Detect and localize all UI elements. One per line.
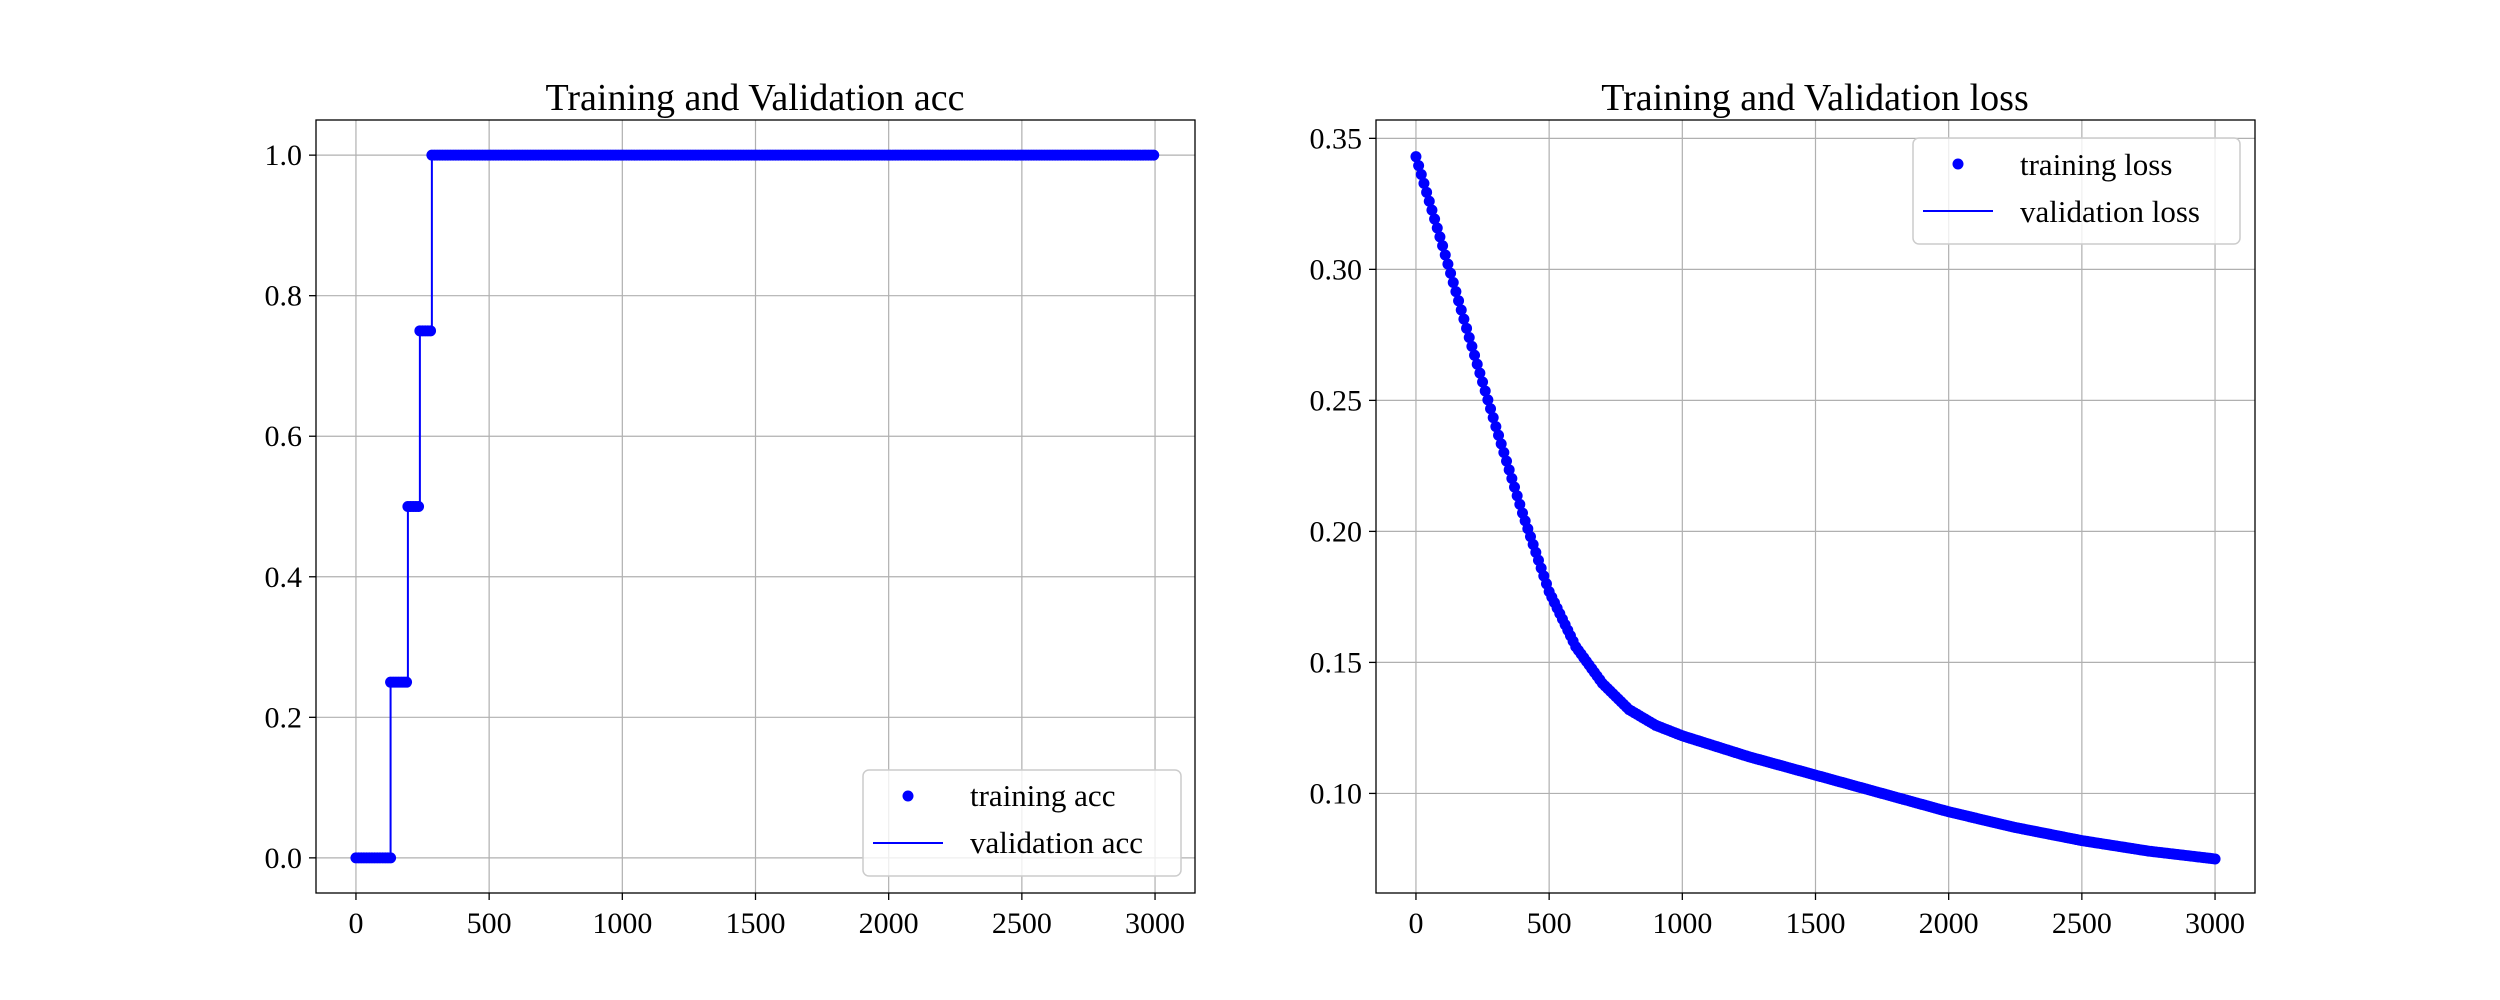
legend-dot-marker bbox=[1952, 158, 1964, 170]
legend-label-validation-loss: validation loss bbox=[2020, 194, 2200, 229]
y-tick-label: 0.10 bbox=[1310, 777, 1363, 810]
series-line-validation-loss bbox=[1414, 156, 2216, 860]
y-tick-label: 0.2 bbox=[265, 701, 303, 734]
legend-dot-marker bbox=[902, 790, 914, 802]
x-tick-label: 3000 bbox=[1125, 907, 1185, 940]
x-tick-label: 0 bbox=[348, 907, 363, 940]
series-line-validation-acc bbox=[355, 154, 1156, 859]
x-tick-label: 2500 bbox=[992, 907, 1052, 940]
x-tick-label: 0 bbox=[1408, 907, 1423, 940]
y-tick-label: 0.8 bbox=[265, 280, 303, 313]
legend-box bbox=[862, 769, 1182, 877]
y-tick-label: 1.0 bbox=[265, 139, 303, 172]
legend-label-validation-acc: validation acc bbox=[970, 825, 1143, 860]
x-tick-label: 500 bbox=[1527, 907, 1572, 940]
accuracy-chart-ticks: 0 500 1000 1500 2000 2500 3000 0.0 0.2 0.4 0.6 0.8 1… bbox=[265, 139, 1186, 940]
legend-box bbox=[1912, 137, 2241, 245]
x-tick-label: 2000 bbox=[859, 907, 919, 940]
x-tick-label: 1000 bbox=[592, 907, 652, 940]
x-tick-label: 1000 bbox=[1652, 907, 1712, 940]
y-tick-label: 0.20 bbox=[1310, 515, 1363, 548]
y-tick-label: 0.25 bbox=[1310, 384, 1363, 417]
y-tick-label: 0.30 bbox=[1310, 253, 1363, 286]
accuracy-chart-plot bbox=[350, 149, 1160, 864]
x-tick-label: 2500 bbox=[2052, 907, 2112, 940]
accuracy-chart: Training and Validation acc 0 500 1000 1500… bbox=[265, 77, 1196, 940]
legend-label-training-loss: training loss bbox=[2020, 147, 2172, 182]
accuracy-chart-title: Training and Validation acc bbox=[546, 77, 965, 119]
loss-chart-title: Training and Validation loss bbox=[1601, 77, 2029, 119]
x-tick-label: 500 bbox=[467, 907, 512, 940]
y-tick-label: 0.35 bbox=[1310, 122, 1363, 155]
y-tick-label: 0.15 bbox=[1310, 646, 1363, 679]
x-tick-label: 1500 bbox=[1786, 907, 1846, 940]
x-tick-label: 2000 bbox=[1919, 907, 1979, 940]
x-tick-label: 3000 bbox=[2185, 907, 2245, 940]
y-tick-label: 0.4 bbox=[265, 561, 303, 594]
y-tick-label: 0.6 bbox=[265, 420, 303, 453]
y-tick-label: 0.0 bbox=[265, 842, 303, 875]
loss-chart-plot bbox=[1410, 151, 2221, 865]
loss-chart-ticks: 0 500 1000 1500 2000 2500 3000 0.10 0.15 0.20 0.25… bbox=[1310, 122, 2246, 940]
legend-label-training-acc: training acc bbox=[970, 778, 1115, 813]
accuracy-chart-legend: training acc validation acc bbox=[862, 769, 1182, 877]
loss-chart-legend: training loss validation loss bbox=[1912, 137, 2241, 245]
x-tick-label: 1500 bbox=[726, 907, 786, 940]
loss-chart: Training and Validation loss 0 500 1000 150… bbox=[1310, 77, 2256, 940]
